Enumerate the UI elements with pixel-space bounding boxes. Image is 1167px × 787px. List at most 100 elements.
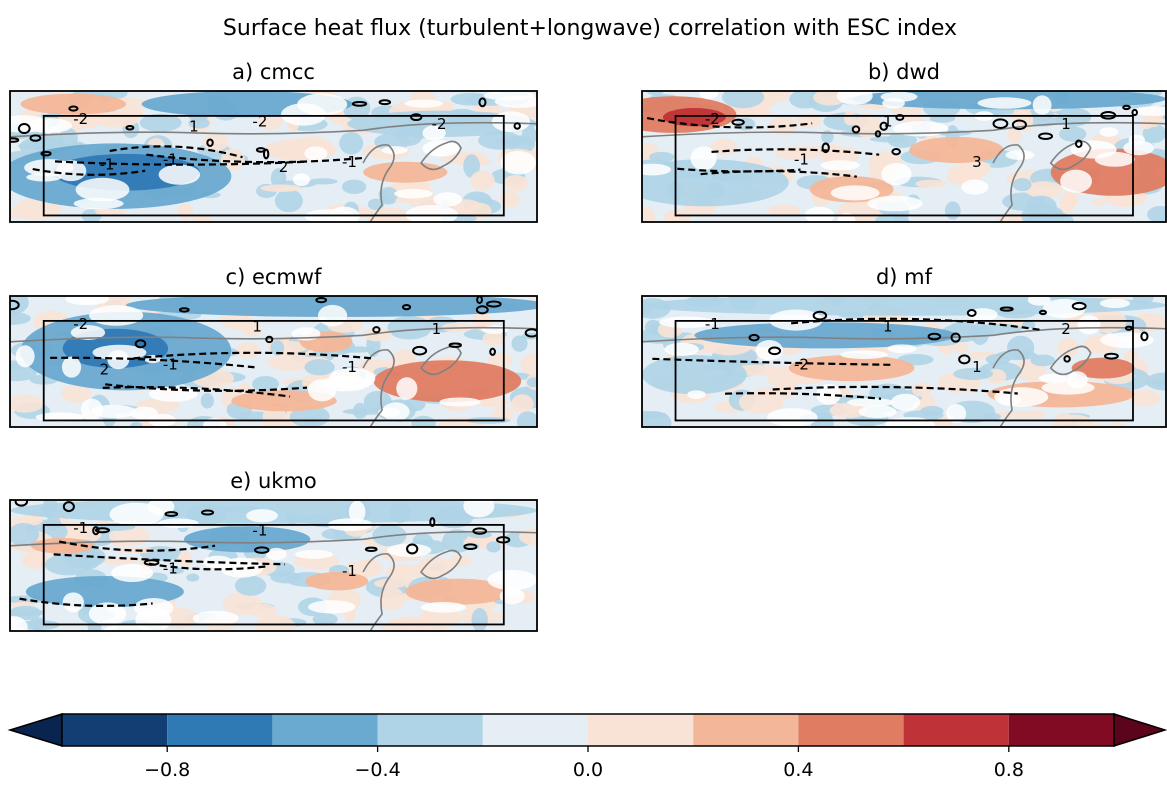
coastline — [362, 144, 395, 222]
field-cell — [405, 204, 459, 222]
contour-fragment — [485, 300, 502, 308]
field-cell — [252, 376, 279, 393]
panel-a: a) cmcc -2 -1 -2 -1 -2 -1 1 2 — [9, 60, 538, 223]
field-cell — [511, 394, 534, 414]
field-cell — [488, 352, 513, 369]
contour-fragment — [1071, 301, 1087, 311]
field-cell — [254, 615, 296, 631]
field-cell — [644, 319, 661, 336]
colorbar-segment — [482, 714, 588, 746]
colorbar-extend-low — [7, 712, 63, 748]
field-cell — [658, 316, 715, 328]
field-cell — [516, 411, 537, 427]
field-cell — [690, 146, 717, 171]
field-region — [909, 136, 1004, 164]
contour-fragment — [410, 113, 423, 122]
field-cell — [235, 342, 261, 358]
field-cell — [367, 207, 414, 222]
negative-contour — [772, 385, 1018, 395]
field-cell — [234, 575, 267, 596]
field-cell — [915, 179, 947, 189]
field-cell — [420, 601, 466, 613]
field-cell — [1041, 380, 1095, 395]
panel-field: -2 -1 1 -1 1 2 — [10, 296, 537, 427]
field-cell — [829, 402, 868, 419]
contour-fragment — [895, 113, 905, 121]
field-cell — [885, 417, 936, 427]
contour-fragment — [315, 297, 328, 304]
field-cell — [378, 407, 401, 418]
contour-fragment — [463, 543, 478, 551]
contour-fragment — [412, 345, 428, 356]
panel-d: d) mf -1 -2 1 1 2 — [641, 265, 1167, 428]
field-region — [305, 572, 369, 591]
field-cell — [10, 363, 38, 382]
field-cell — [139, 113, 182, 132]
negative-contour — [700, 170, 857, 178]
panel-frame — [641, 90, 1167, 223]
field-cell — [1054, 413, 1074, 425]
field-cell — [1021, 321, 1036, 329]
field-cell — [699, 91, 719, 100]
field-cell — [486, 541, 501, 553]
negative-contour — [791, 317, 1041, 331]
contour-fragment — [748, 333, 760, 342]
contour-label: -1 — [163, 355, 178, 373]
field-cell — [471, 607, 488, 631]
contour-fragment — [372, 326, 381, 334]
contour-fragment — [821, 142, 830, 154]
contour-fragment — [201, 509, 215, 516]
colorbar-segment — [272, 714, 378, 746]
coastline — [420, 549, 462, 580]
contour-label: 1 — [883, 317, 893, 335]
field-cell — [961, 179, 989, 195]
field-cell — [858, 415, 876, 427]
contour-fragment — [265, 335, 274, 344]
contour-label: -1 — [794, 150, 809, 168]
negative-contour — [146, 153, 366, 164]
field-cell — [130, 421, 143, 427]
contour-fragment — [351, 100, 368, 107]
contour-fragment — [768, 346, 782, 356]
field-cell — [381, 146, 408, 155]
contour-label: -2 — [73, 315, 88, 333]
field-region — [642, 159, 789, 207]
field-cell — [1090, 199, 1106, 206]
contour-fragment — [966, 309, 977, 317]
contour-fragment — [1063, 355, 1071, 363]
contour-fragment — [1038, 132, 1054, 140]
field-cell — [328, 367, 376, 390]
contour-fragment — [1103, 352, 1119, 360]
contour-label: -2 — [432, 115, 447, 133]
contour-label: 2 — [1061, 320, 1071, 338]
contour-label: 1 — [972, 358, 982, 376]
field-cell — [853, 113, 882, 138]
field-cell — [270, 168, 287, 189]
contour-label: -1 — [163, 150, 178, 168]
contour-label: -1 — [342, 562, 357, 580]
contour-fragment — [94, 527, 110, 534]
field-cell — [804, 206, 835, 222]
contour-fragment — [14, 500, 29, 507]
field-cell — [386, 543, 432, 557]
contour-fragment — [62, 501, 75, 513]
colorbar: −0.8 −0.4 0.0 0.4 0.8 — [7, 712, 1167, 781]
field-cell — [1128, 134, 1145, 146]
coastline — [10, 326, 537, 343]
field-cell — [267, 353, 314, 372]
field-cell — [1059, 126, 1087, 142]
negative-contour — [105, 383, 308, 392]
field-cell — [858, 405, 897, 419]
field-cell — [422, 125, 446, 141]
negative-contour — [58, 540, 216, 552]
field-cell — [92, 344, 147, 361]
negative-contour — [53, 553, 286, 566]
field-cell — [312, 613, 338, 626]
field-cell — [664, 342, 699, 356]
coastline — [10, 121, 537, 138]
field-cell — [348, 500, 366, 523]
contour-fragment — [475, 305, 489, 315]
panel-title-e: e) ukmo — [230, 469, 317, 493]
field-cell — [880, 91, 918, 102]
field-cell — [157, 518, 199, 528]
